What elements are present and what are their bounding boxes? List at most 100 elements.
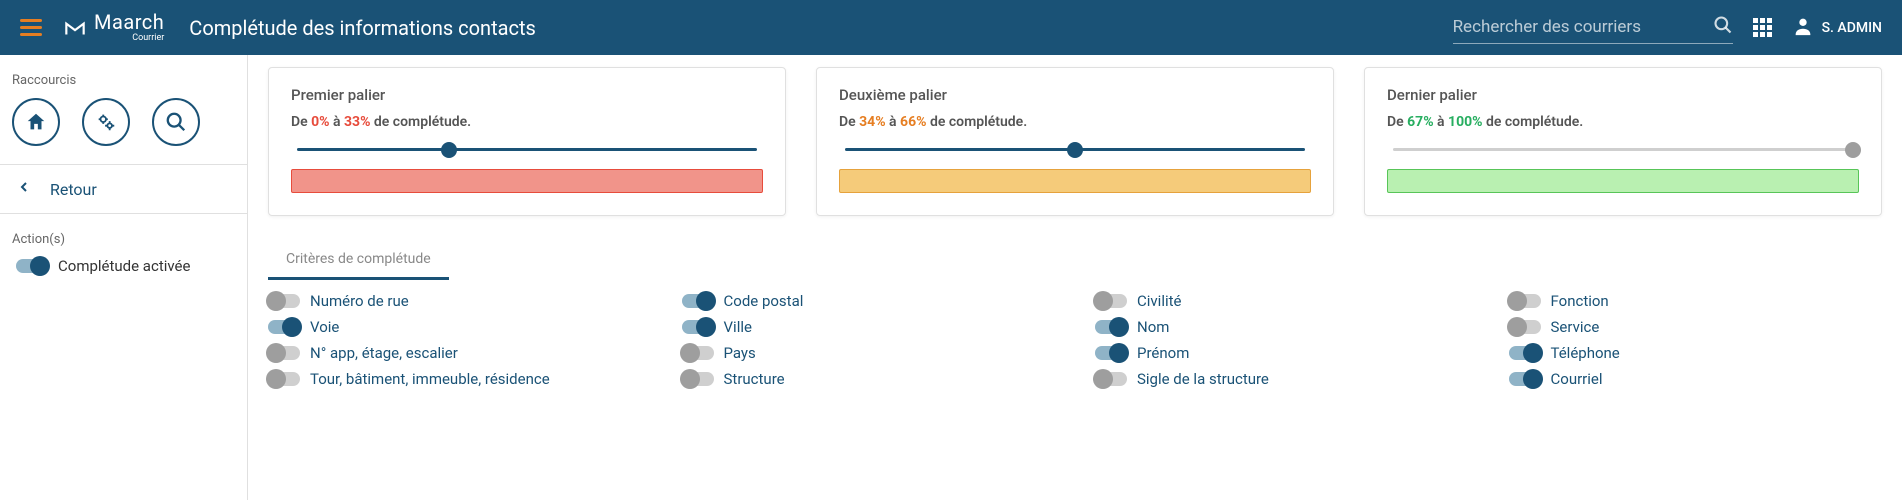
criteria-toggle[interactable]	[1095, 294, 1127, 308]
home-icon	[25, 111, 47, 133]
criteria-toggle[interactable]	[1095, 320, 1127, 334]
criteria-label: Structure	[724, 370, 785, 388]
slider-thumb[interactable]	[441, 142, 457, 158]
apps-icon[interactable]	[1753, 18, 1772, 37]
tier-title: Deuxième palier	[839, 86, 1311, 104]
user-icon	[1792, 15, 1814, 41]
criteria-item: N° app, étage, escalier	[268, 344, 642, 362]
sidebar: Raccourcis Retour Action(s) Complétude a…	[0, 55, 248, 500]
criteria-label: Nom	[1137, 318, 1169, 336]
app-header: Maarch Courrier Complétude des informati…	[0, 0, 1902, 55]
criteria-item: Structure	[682, 370, 1056, 388]
shortcuts	[0, 98, 247, 164]
criteria-item: Voie	[268, 318, 642, 336]
logo[interactable]: Maarch Courrier	[62, 12, 164, 43]
tier-card: Premier palier De 0% à 33% de complétude.	[268, 67, 786, 216]
criteria-toggle[interactable]	[1509, 320, 1541, 334]
main-content: Premier palier De 0% à 33% de complétude.…	[248, 55, 1902, 500]
shortcut-home[interactable]	[12, 98, 60, 146]
criteria-grid: Numéro de rue Code postal Civilité Fonction…	[268, 292, 1882, 388]
completeness-toggle[interactable]	[16, 259, 48, 273]
criteria-label: N° app, étage, escalier	[310, 344, 458, 362]
criteria-item: Fonction	[1509, 292, 1883, 310]
criteria-item: Civilité	[1095, 292, 1469, 310]
criteria-toggle[interactable]	[268, 372, 300, 386]
criteria-item: Prénom	[1095, 344, 1469, 362]
criteria-item: Ville	[682, 318, 1056, 336]
criteria-label: Tour, bâtiment, immeuble, résidence	[310, 370, 550, 388]
criteria-item: Service	[1509, 318, 1883, 336]
completeness-toggle-label: Complétude activée	[58, 257, 190, 275]
tier-card: Dernier palier De 67% à 100% de complétud…	[1364, 67, 1882, 216]
criteria-label: Voie	[310, 318, 339, 336]
slider-thumb[interactable]	[1845, 142, 1861, 158]
criteria-item: Numéro de rue	[268, 292, 642, 310]
page-title: Complétude des informations contacts	[189, 16, 1452, 40]
criteria-label: Courriel	[1551, 370, 1603, 388]
tier-range-text: De 0% à 33% de complétude.	[291, 114, 763, 130]
tier-title: Premier palier	[291, 86, 763, 104]
slider-thumb[interactable]	[1067, 142, 1083, 158]
tier-title: Dernier palier	[1387, 86, 1859, 104]
criteria-toggle[interactable]	[1095, 372, 1127, 386]
criteria-item: Code postal	[682, 292, 1056, 310]
search-icon	[165, 111, 187, 133]
criteria-toggle[interactable]	[682, 346, 714, 360]
user-name: S. ADMIN	[1822, 20, 1882, 36]
criteria-item: Téléphone	[1509, 344, 1883, 362]
gears-icon	[95, 111, 117, 133]
actions-label: Action(s)	[0, 214, 247, 257]
criteria-label: Prénom	[1137, 344, 1189, 362]
back-button[interactable]: Retour	[0, 164, 247, 214]
criteria-item: Courriel	[1509, 370, 1883, 388]
criteria-item: Pays	[682, 344, 1056, 362]
criteria-toggle[interactable]	[268, 294, 300, 308]
criteria-toggle[interactable]	[682, 372, 714, 386]
criteria-label: Sigle de la structure	[1137, 370, 1269, 388]
menu-icon[interactable]	[20, 19, 42, 36]
criteria-label: Téléphone	[1551, 344, 1620, 362]
tier-color-bar	[1387, 169, 1859, 193]
criteria-toggle[interactable]	[682, 320, 714, 334]
tier-slider[interactable]	[1393, 148, 1853, 151]
criteria-label: Fonction	[1551, 292, 1609, 310]
tier-color-bar	[839, 169, 1311, 193]
logo-text-sub: Courrier	[132, 34, 164, 43]
back-label: Retour	[50, 180, 97, 199]
shortcut-admin[interactable]	[82, 98, 130, 146]
shortcut-search[interactable]	[152, 98, 200, 146]
chevron-left-icon	[16, 179, 32, 199]
criteria-label: Pays	[724, 344, 756, 362]
criteria-label: Civilité	[1137, 292, 1181, 310]
criteria-label: Code postal	[724, 292, 804, 310]
criteria-toggle[interactable]	[1095, 346, 1127, 360]
criteria-toggle[interactable]	[268, 320, 300, 334]
completeness-toggle-row: Complétude activée	[0, 257, 247, 275]
search-icon[interactable]	[1713, 15, 1733, 39]
criteria-tab[interactable]: Critères de complétude	[268, 241, 449, 280]
criteria-toggle[interactable]	[268, 346, 300, 360]
criteria-toggle[interactable]	[1509, 346, 1541, 360]
tier-color-bar	[291, 169, 763, 193]
criteria-toggle[interactable]	[1509, 294, 1541, 308]
criteria-label: Service	[1551, 318, 1600, 336]
criteria-toggle[interactable]	[1509, 372, 1541, 386]
tier-card: Deuxième palier De 34% à 66% de complétud…	[816, 67, 1334, 216]
criteria-toggle[interactable]	[682, 294, 714, 308]
logo-mark-icon	[62, 15, 88, 41]
tier-slider[interactable]	[297, 148, 757, 151]
tier-range-text: De 34% à 66% de complétude.	[839, 114, 1311, 130]
criteria-item: Tour, bâtiment, immeuble, résidence	[268, 370, 642, 388]
user-menu[interactable]: S. ADMIN	[1792, 15, 1882, 41]
criteria-label: Numéro de rue	[310, 292, 409, 310]
logo-text-main: Maarch	[94, 12, 164, 32]
tier-range-text: De 67% à 100% de complétude.	[1387, 114, 1859, 130]
tiers-row: Premier palier De 0% à 33% de complétude.…	[268, 67, 1882, 216]
search-input[interactable]	[1453, 17, 1705, 37]
search-box[interactable]	[1453, 11, 1733, 44]
criteria-item: Nom	[1095, 318, 1469, 336]
tier-slider[interactable]	[845, 148, 1305, 151]
shortcuts-label: Raccourcis	[0, 55, 247, 98]
criteria-item: Sigle de la structure	[1095, 370, 1469, 388]
criteria-label: Ville	[724, 318, 752, 336]
